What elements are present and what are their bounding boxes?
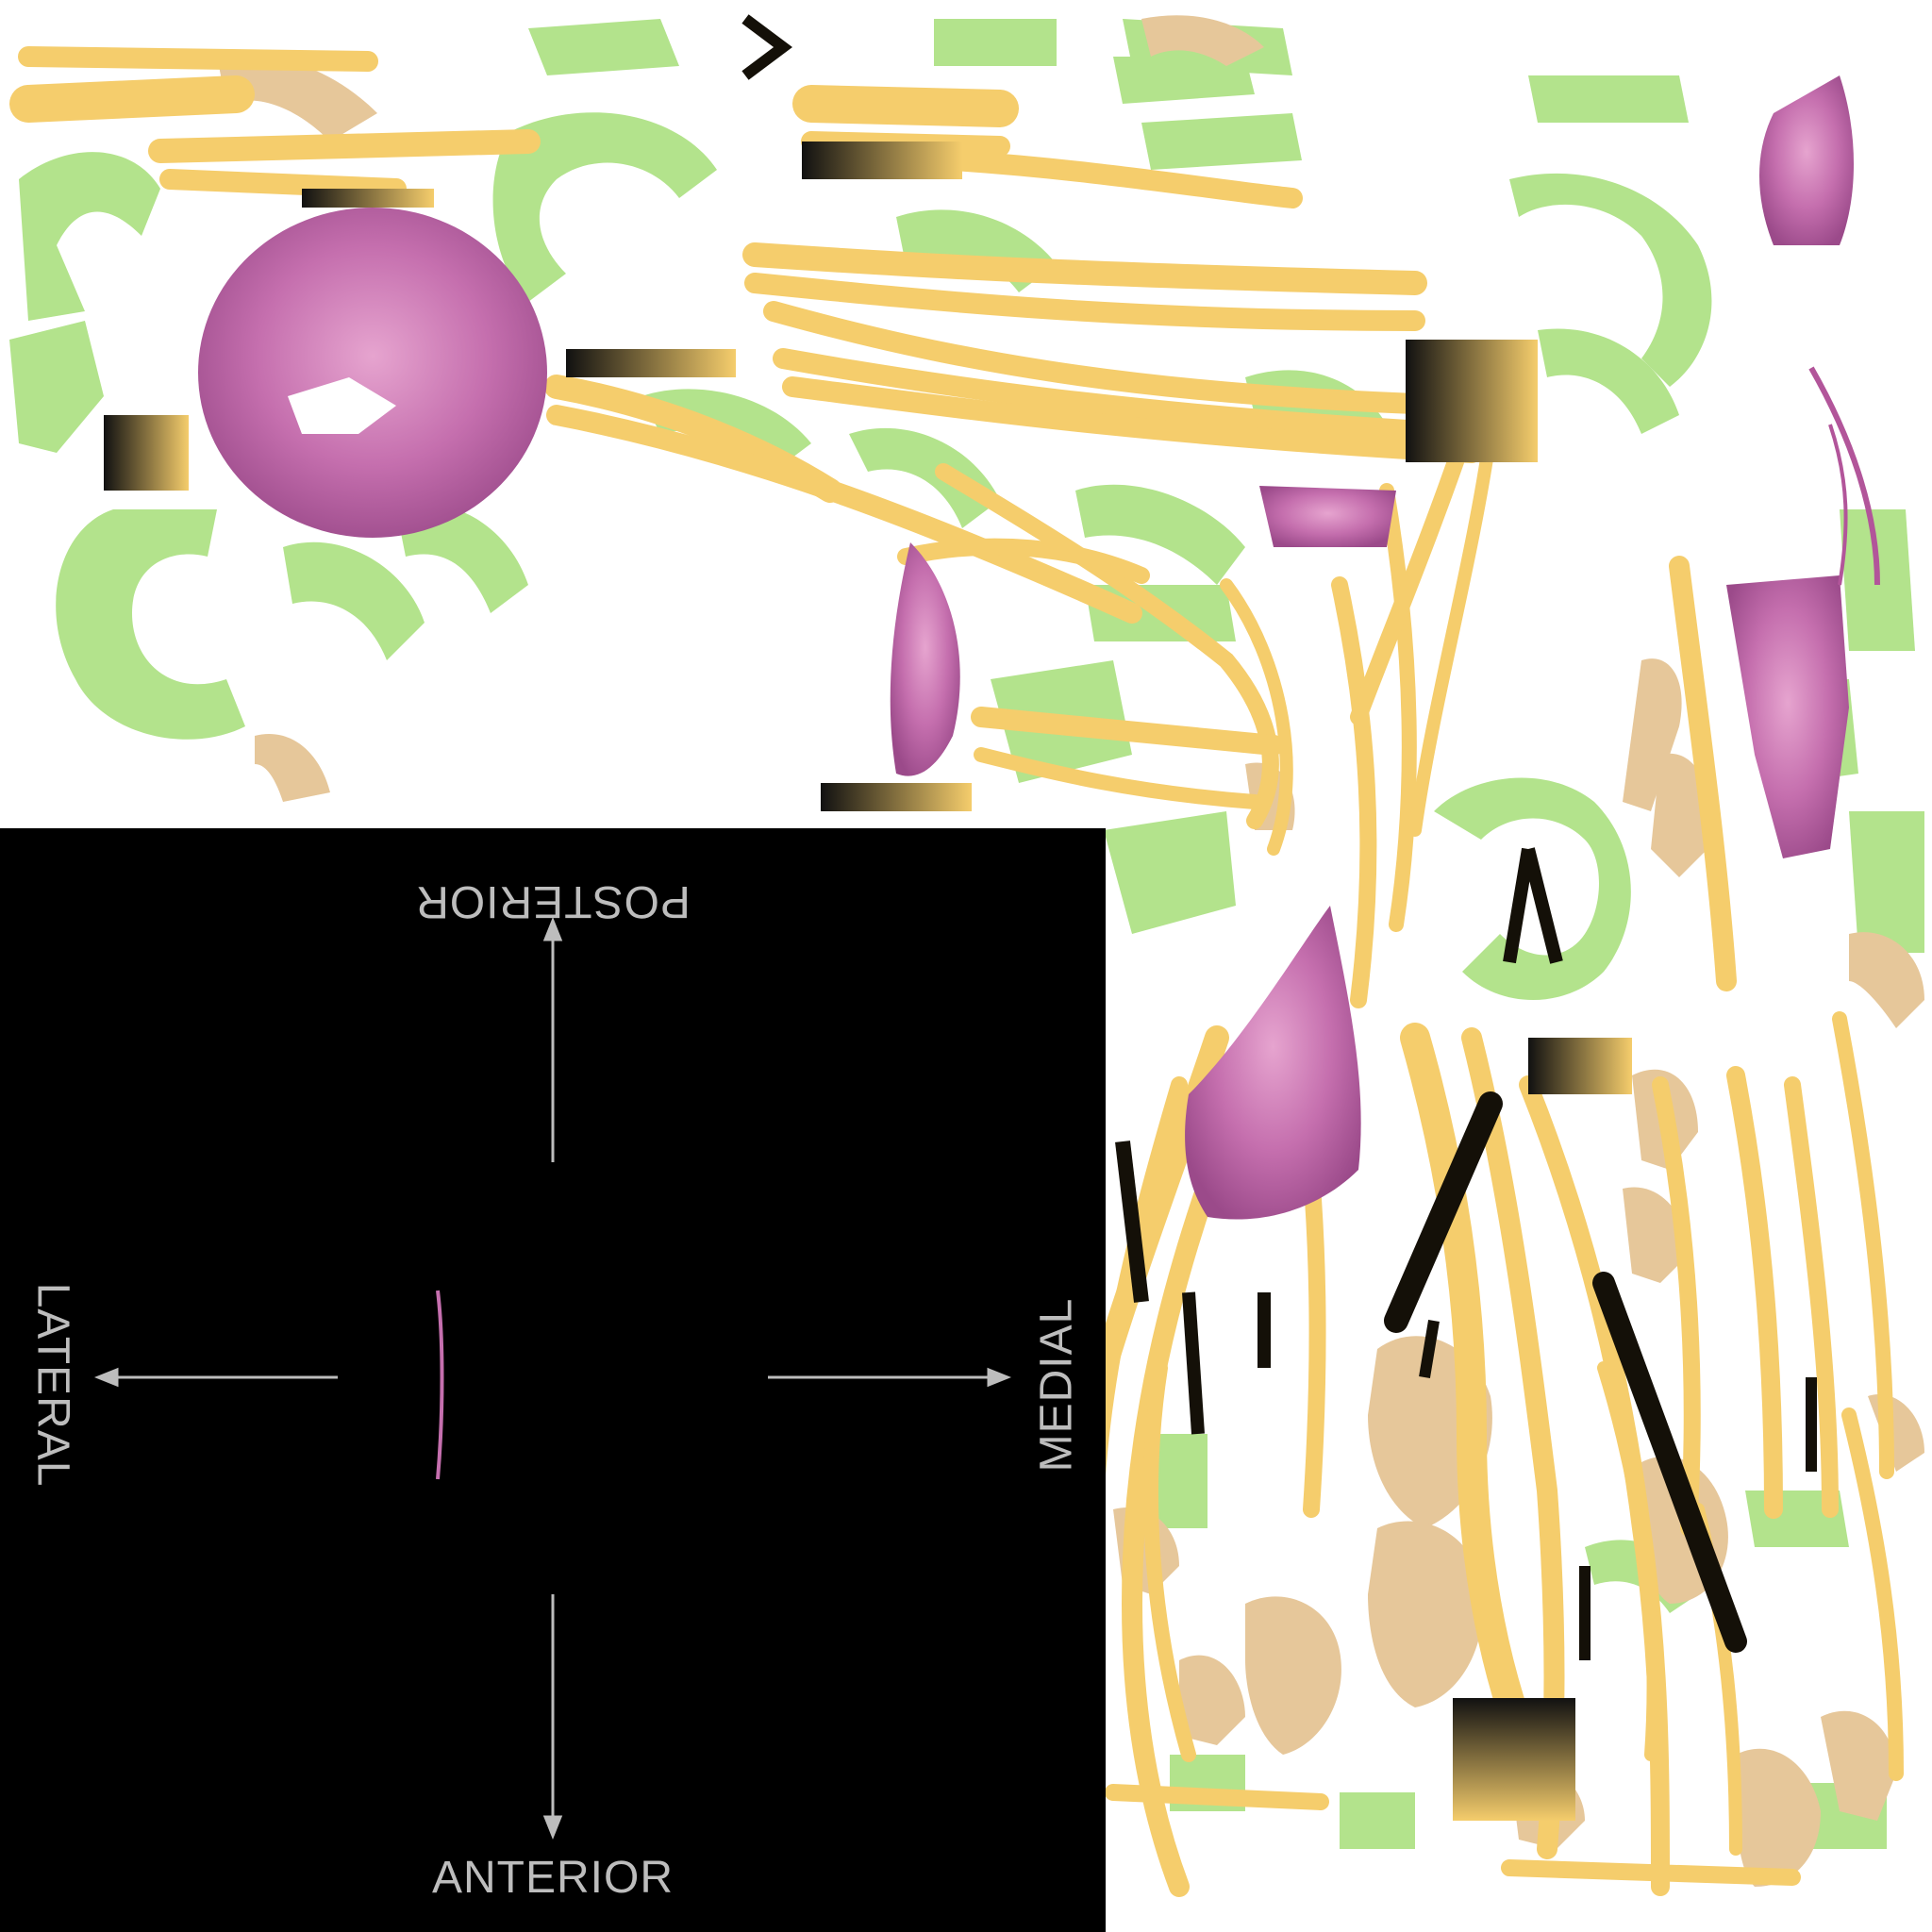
orientation-arrows [93, 916, 1012, 1840]
orientation-panel: POSTERIOR ANTERIOR LATERAL MEDIAL [0, 828, 1106, 1932]
lateral-arrowhead [93, 1367, 119, 1388]
medial-arrowhead [987, 1367, 1012, 1388]
dark-bands [104, 14, 1817, 1821]
lateral-label: LATERAL [27, 1282, 78, 1488]
posterior-arrowhead [542, 916, 563, 941]
tan-regions [217, 15, 1924, 1887]
posterior-label: POSTERIOR [415, 876, 691, 926]
pink-regions [198, 75, 1880, 1220]
anterior-label: ANTERIOR [431, 1853, 675, 1903]
anterior-arrowhead [542, 1815, 563, 1840]
center-sliver [436, 1290, 444, 1480]
medial-label: MEDIAL [1031, 1297, 1082, 1473]
